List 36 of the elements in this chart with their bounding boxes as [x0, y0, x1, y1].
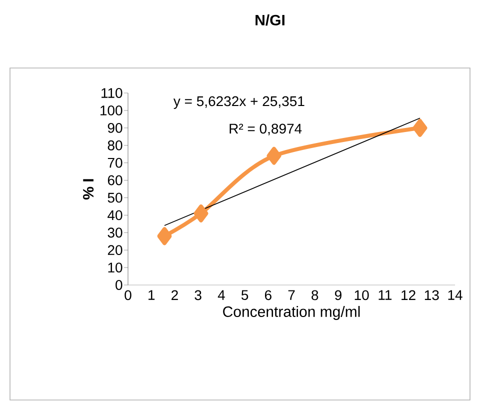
y-tick-label: 110	[102, 88, 122, 98]
x-axis-title: Concentration mg/ml	[223, 306, 360, 320]
x-tick-label: 14	[448, 290, 462, 300]
x-tick-label: 12	[402, 290, 416, 300]
x-tick-label: 11	[378, 290, 392, 300]
point	[412, 118, 428, 137]
y-tick-label: 0	[116, 280, 122, 290]
y-tick-label: 60	[108, 175, 122, 186]
y-tick-label: 50	[108, 192, 122, 203]
annotation: R² = 0,8974	[230, 124, 302, 136]
x-tick-label: 9	[334, 290, 342, 300]
point	[157, 227, 172, 246]
y-tick-label: 10	[108, 262, 122, 273]
chart-title: N/GI	[256, 14, 284, 26]
x-tick-label: 4	[218, 290, 225, 300]
x-tick-label: 6	[264, 290, 272, 300]
x-tick-label: 2	[172, 290, 178, 300]
y-tick-label: 30	[108, 228, 122, 238]
x-tick-label: 0	[124, 290, 132, 300]
x-tick-label: 1	[148, 290, 155, 300]
y-tick-label: 100	[100, 105, 122, 116]
x-tick-label: 10	[354, 290, 369, 300]
annotation: y = 5,6232x + 25,351	[173, 96, 304, 109]
y-tick-label: 40	[108, 210, 122, 220]
x-tick-label: 5	[241, 290, 248, 300]
y-axis-title: % I	[83, 179, 94, 200]
y-tick-label: 80	[108, 140, 122, 150]
y-tick-label: 70	[108, 158, 122, 168]
point	[194, 204, 208, 222]
x-tick-label: 3	[194, 290, 202, 300]
y-tick-label: 20	[108, 245, 122, 256]
point	[266, 146, 282, 165]
x-tick-label: 7	[288, 290, 295, 300]
y-tick-label: 90	[108, 122, 122, 133]
x-tick-label: 8	[312, 290, 318, 300]
x-tick-label: 13	[424, 290, 439, 300]
